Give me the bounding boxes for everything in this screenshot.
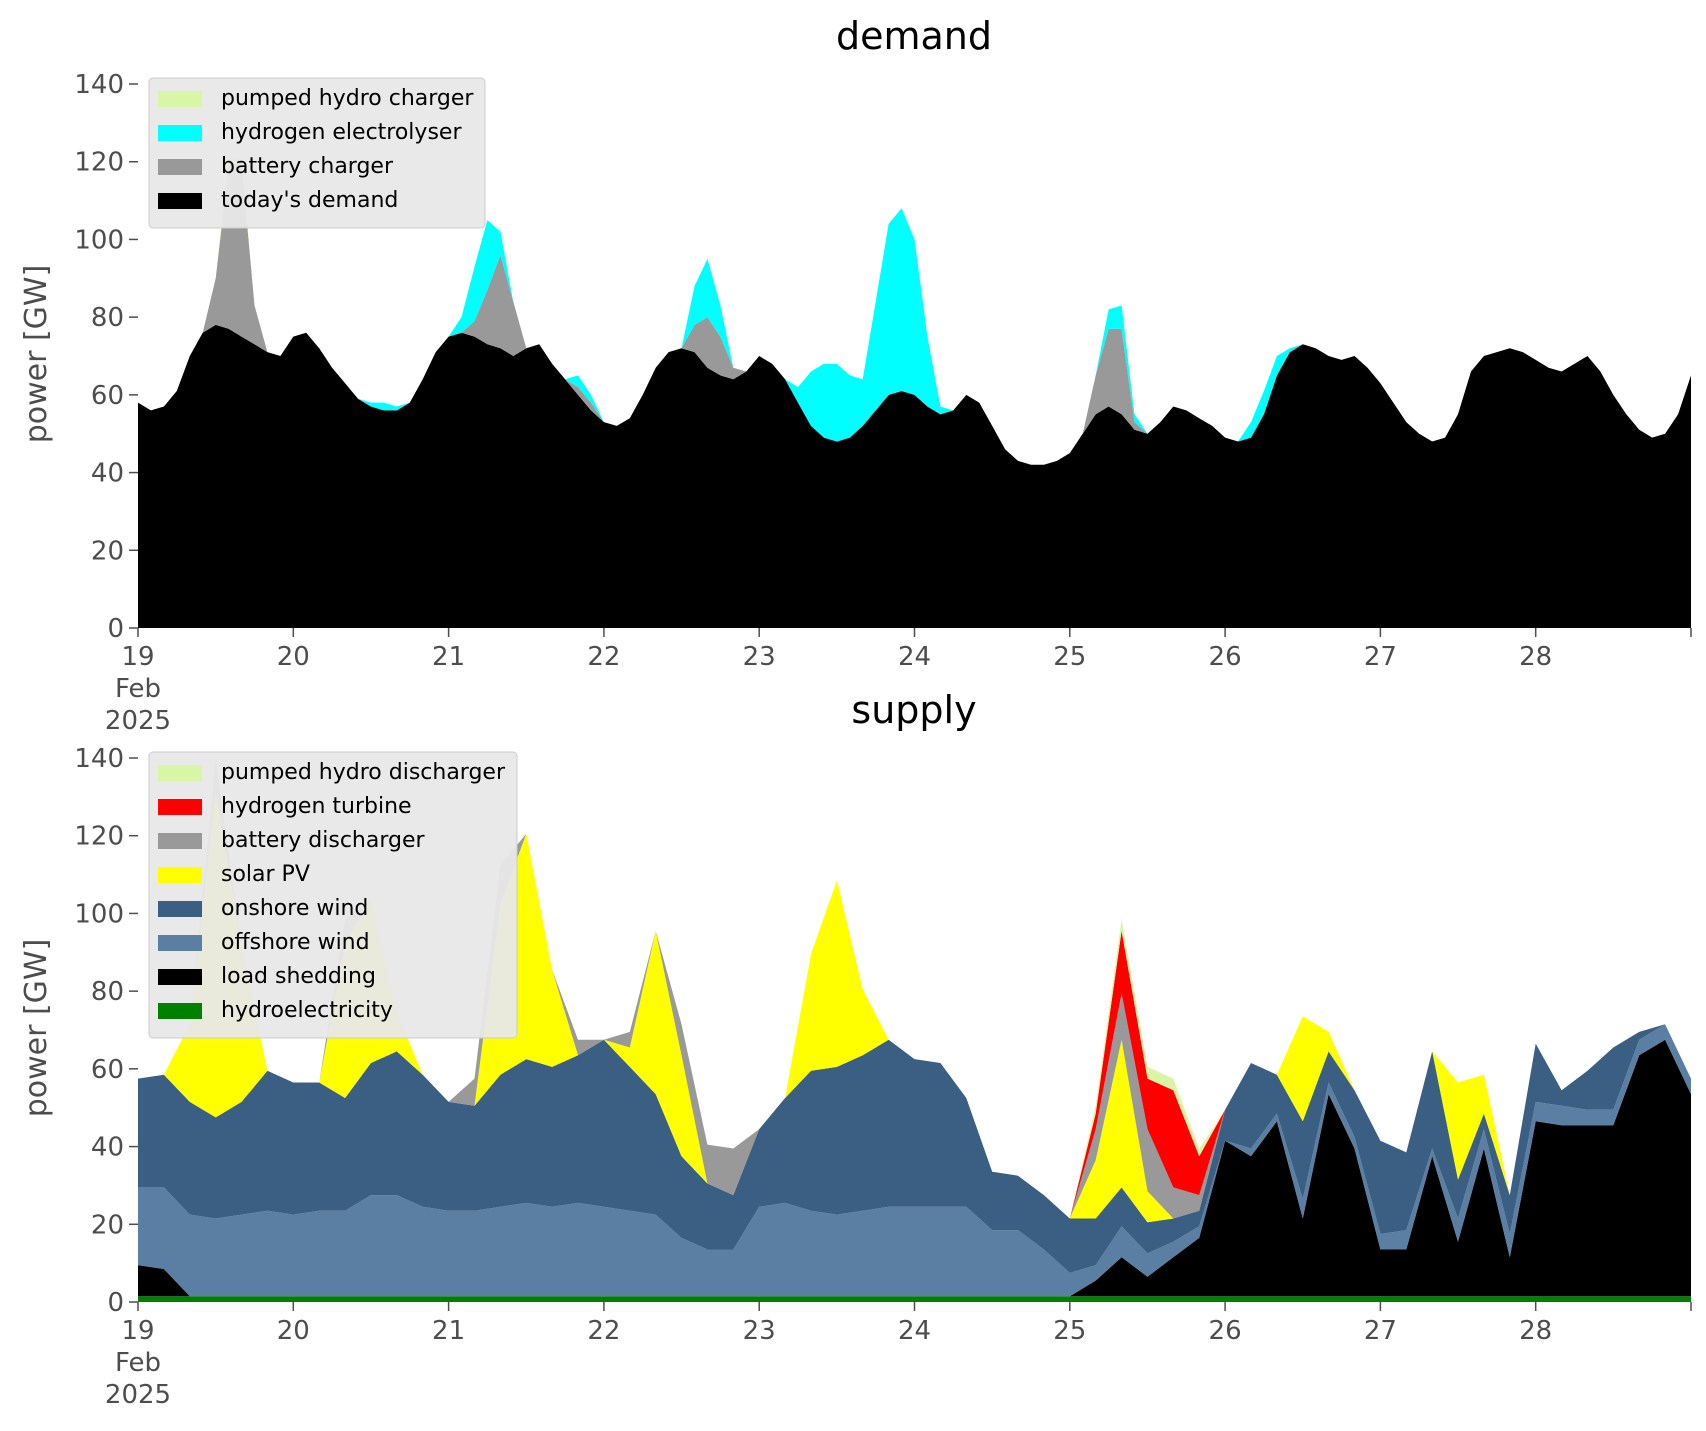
- demand-panel: demand 0 20 40 60 80 100 120 140 19 Feb 2025 20 21 2…: [19, 14, 1692, 736]
- demand-x-tick-label: 26: [1209, 642, 1242, 672]
- demand-legend-box: [148, 77, 486, 229]
- demand-legend-label-battery-charger: battery charger: [221, 154, 394, 179]
- supply-y-tick-label: 80: [91, 977, 124, 1007]
- supply-legend-swatch-load-shedding: [158, 969, 202, 985]
- supply-legend-label-pumped-hydro-discharger: pumped hydro discharger: [221, 760, 506, 785]
- demand-x-tick-label: 22: [587, 642, 620, 672]
- demand-y-tick-label: 20: [91, 536, 124, 566]
- demand-x-tick-label: 28: [1519, 642, 1552, 672]
- demand-title: demand: [836, 14, 992, 58]
- demand-y-axis: 0 20 40 60 80 100 120 140: [74, 70, 138, 644]
- supply-legend-swatch-hydroelectricity: [158, 1003, 202, 1019]
- demand-legend-label-hydrogen-electrolyser: hydrogen electrolyser: [221, 120, 462, 145]
- supply-y-tick-label: 100: [74, 899, 124, 929]
- supply-y-tick-label: 120: [74, 822, 124, 852]
- demand-y-tick-label: 80: [91, 303, 124, 333]
- supply-legend-label-hydrogen-turbine: hydrogen turbine: [221, 794, 412, 819]
- demand-legend-swatch-battery-charger: [158, 159, 202, 175]
- supply-legend-label-solar-pv: solar PV: [221, 862, 310, 887]
- supply-x-tick-label: 20: [277, 1316, 310, 1346]
- supply-legend-label-battery-discharger: battery discharger: [221, 828, 426, 853]
- supply-title: supply: [851, 688, 976, 732]
- supply-y-tick-label: 140: [74, 744, 124, 774]
- supply-legend-swatch-solar-pv: [158, 867, 202, 883]
- demand-y-tick-label: 60: [91, 381, 124, 411]
- demand-y-tick-label: 100: [74, 225, 124, 255]
- demand-legend-swatch-hydrogen-electrolyser: [158, 125, 202, 141]
- demand-area-today-s-demand: [138, 324, 1691, 628]
- supply-x-tick-label: 21: [432, 1316, 465, 1346]
- demand-y-tick-label: 0: [107, 614, 124, 644]
- supply-area-hydroelectricity: [138, 1296, 1691, 1302]
- demand-y-tick-label: 40: [91, 459, 124, 489]
- supply-y-tick-label: 0: [107, 1288, 124, 1318]
- supply-legend-label-hydroelectricity: hydroelectricity: [221, 998, 393, 1023]
- demand-x-tick-label: 20: [277, 642, 310, 672]
- supply-y-tick-label: 40: [91, 1133, 124, 1163]
- demand-x-axis: 19 Feb 2025 20 21 22 23 24 25 26 27 28: [105, 628, 1692, 736]
- demand-areas: [138, 157, 1691, 628]
- demand-legend-label-today-s-demand: today's demand: [221, 188, 398, 213]
- supply-legend-swatch-offshore-wind: [158, 935, 202, 951]
- demand-x-tick-label: 21: [432, 642, 465, 672]
- demand-x-tick-label: 23: [743, 642, 776, 672]
- supply-area-offshore-wind: [138, 1024, 1691, 1297]
- demand-y-tick-label: 120: [74, 148, 124, 178]
- supply-x-tick-label: 27: [1364, 1316, 1397, 1346]
- supply-legend-swatch-battery-discharger: [158, 833, 202, 849]
- supply-x-tick-label: 25: [1053, 1316, 1086, 1346]
- supply-x-tick-label: 23: [743, 1316, 776, 1346]
- demand-legend-swatch-today-s-demand: [158, 193, 202, 209]
- supply-x-tick-label: 19 Feb 2025: [105, 1316, 171, 1410]
- supply-x-tick-label: 24: [898, 1316, 931, 1346]
- demand-x-tick-label: 19 Feb 2025: [105, 642, 171, 736]
- supply-legend-box: [148, 751, 518, 1039]
- supply-area-solar-pv: [138, 791, 1691, 1223]
- supply-legend-label-onshore-wind: onshore wind: [221, 896, 368, 921]
- supply-panel: supply 0 20 40 60 80 100 120 140 19 Feb 2025 20 21 2…: [19, 688, 1692, 1410]
- demand-legend-label-pumped-hydro-charger: pumped hydro charger: [221, 86, 474, 111]
- supply-x-tick-label: 28: [1519, 1316, 1552, 1346]
- supply-y-tick-label: 20: [91, 1210, 124, 1240]
- supply-legend: pumped hydro discharger hydrogen turbine b…: [148, 751, 518, 1039]
- supply-areas: [138, 759, 1691, 1302]
- demand-x-tick-label: 25: [1053, 642, 1086, 672]
- demand-y-label: power [GW]: [19, 265, 54, 444]
- demand-legend-swatch-pumped-hydro-charger: [158, 91, 202, 107]
- demand-legend: pumped hydro charger hydrogen electrolyse…: [148, 77, 486, 229]
- supply-x-tick-label: 26: [1209, 1316, 1242, 1346]
- demand-x-tick-label: 27: [1364, 642, 1397, 672]
- supply-area-onshore-wind: [138, 1024, 1691, 1273]
- supply-area-load-shedding: [138, 1039, 1691, 1297]
- demand-area-hydrogen-electrolyser: [138, 161, 1691, 465]
- supply-x-axis: 19 Feb 2025 20 21 22 23 24 25 26 27 28: [105, 1302, 1692, 1410]
- supply-legend-swatch-onshore-wind: [158, 901, 202, 917]
- demand-y-tick-label: 140: [74, 70, 124, 100]
- supply-x-tick-label: 22: [587, 1316, 620, 1346]
- supply-y-axis: 0 20 40 60 80 100 120 140: [74, 744, 138, 1318]
- supply-legend-swatch-pumped-hydro-discharger: [158, 765, 202, 781]
- supply-legend-label-load-shedding: load shedding: [221, 964, 376, 989]
- supply-legend-swatch-hydrogen-turbine: [158, 799, 202, 815]
- supply-legend-label-offshore-wind: offshore wind: [221, 930, 370, 955]
- supply-y-tick-label: 60: [91, 1055, 124, 1085]
- supply-y-label: power [GW]: [19, 939, 54, 1118]
- demand-x-tick-label: 24: [898, 642, 931, 672]
